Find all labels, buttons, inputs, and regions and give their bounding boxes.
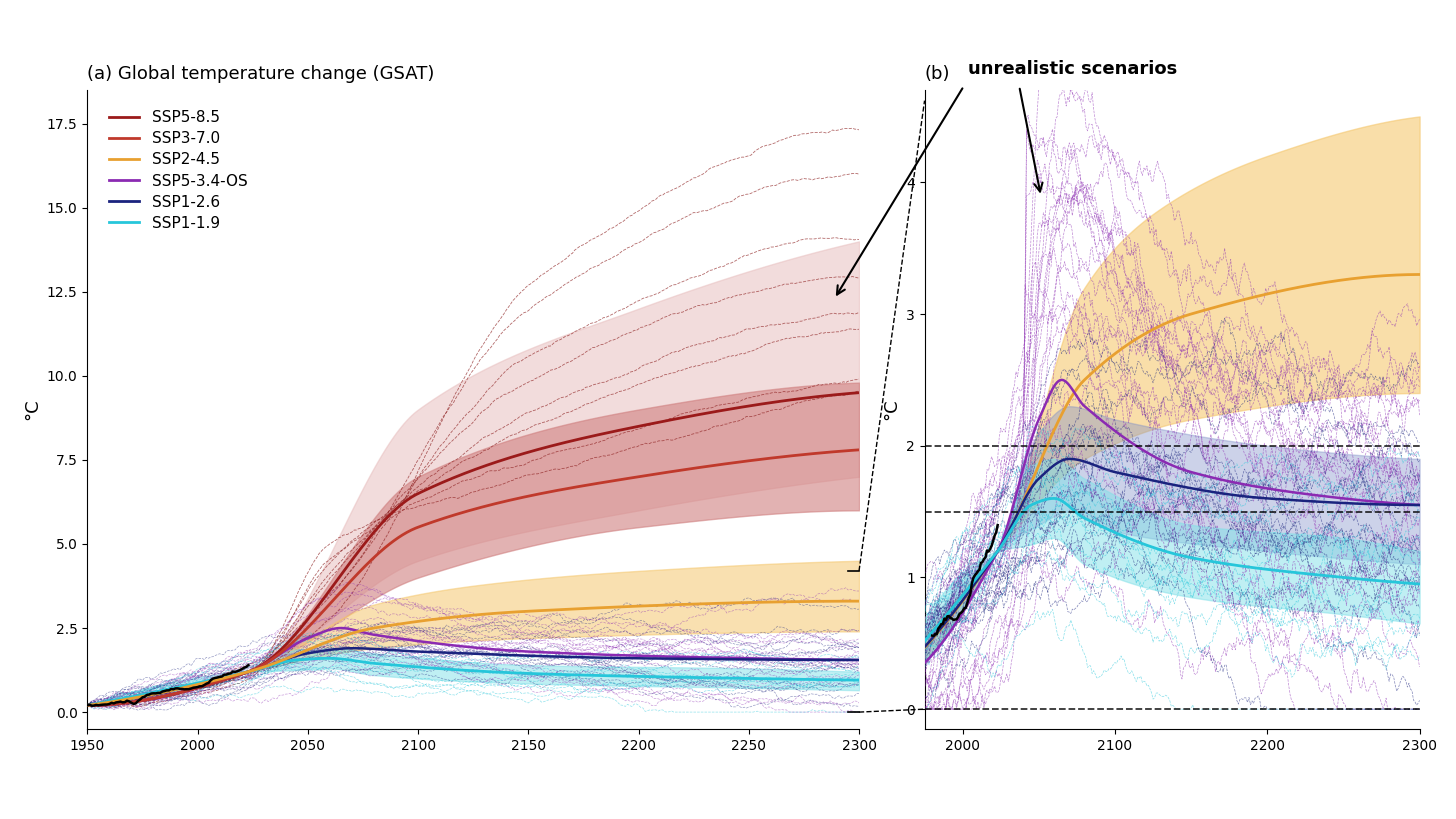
Y-axis label: °C: °C <box>882 399 900 420</box>
Y-axis label: °C: °C <box>23 399 41 420</box>
Legend: SSP5-8.5, SSP3-7.0, SSP2-4.5, SSP5-3.4-OS, SSP1-2.6, SSP1-1.9: SSP5-8.5, SSP3-7.0, SSP2-4.5, SSP5-3.4-O… <box>103 104 253 237</box>
Text: (a) Global temperature change (GSAT): (a) Global temperature change (GSAT) <box>87 65 435 83</box>
Text: (b): (b) <box>925 65 951 83</box>
Text: unrealistic scenarios: unrealistic scenarios <box>968 60 1178 78</box>
